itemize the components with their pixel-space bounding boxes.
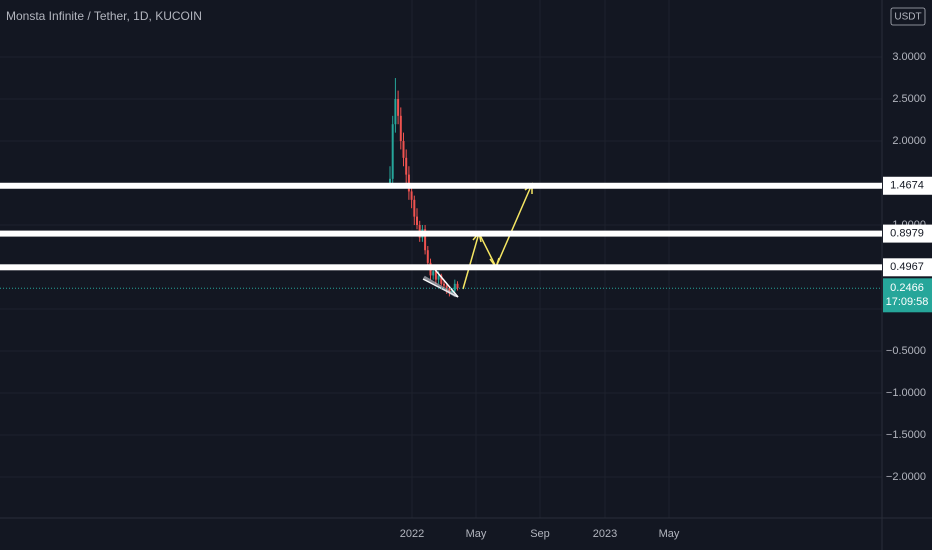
currency: USDT bbox=[894, 12, 921, 23]
candle-body bbox=[410, 191, 413, 200]
level-line bbox=[0, 182, 882, 189]
x-tick-label: May bbox=[659, 528, 680, 540]
triangle-fill bbox=[423, 275, 457, 298]
candle-body bbox=[440, 275, 443, 284]
candle-body bbox=[448, 288, 451, 293]
candle-body bbox=[394, 99, 397, 125]
x-tick-label: 2023 bbox=[593, 528, 617, 540]
y-tick-label: −0.5000 bbox=[886, 345, 926, 357]
candle-body bbox=[397, 99, 400, 116]
candle-body bbox=[453, 283, 456, 291]
y-tick-label: 3.0000 bbox=[892, 51, 926, 63]
projection-path bbox=[462, 183, 533, 290]
level-label-box bbox=[883, 176, 932, 195]
level-label: 0.8979 bbox=[890, 228, 924, 240]
candle-body bbox=[391, 124, 394, 179]
y-tick-label: −1.0000 bbox=[886, 387, 926, 399]
last-price-label: 0.2466 bbox=[890, 282, 924, 294]
candle-body bbox=[413, 199, 416, 217]
candle-body bbox=[443, 283, 445, 286]
level-label-box bbox=[883, 258, 932, 277]
candle-body bbox=[416, 216, 418, 226]
candle-body bbox=[424, 229, 427, 251]
chart-title: Monsta Infinite / Tether, 1D, KUCOIN bbox=[6, 9, 202, 23]
currency-box[interactable] bbox=[890, 7, 926, 26]
y-tick-label: 2.0000 bbox=[892, 135, 926, 147]
level-label: 1.4674 bbox=[890, 180, 924, 192]
candle-body bbox=[389, 178, 391, 184]
countdown: 17:09:58 bbox=[886, 296, 929, 308]
candle-body bbox=[399, 115, 402, 142]
candle-body bbox=[405, 157, 408, 175]
candle-body bbox=[426, 250, 429, 263]
candle-body bbox=[434, 271, 437, 280]
level-label-box bbox=[883, 224, 932, 243]
y-tick-label: −1.5000 bbox=[886, 429, 926, 441]
candle-body bbox=[437, 275, 440, 280]
candle-body bbox=[451, 290, 454, 293]
level-line bbox=[0, 264, 882, 271]
y-tick-label: 2.5000 bbox=[892, 93, 926, 105]
y-tick-label: −2.0000 bbox=[886, 471, 926, 483]
last-price-box bbox=[883, 278, 932, 313]
candle-body bbox=[445, 285, 448, 289]
x-tick-label: May bbox=[466, 528, 487, 540]
candle-body bbox=[402, 141, 405, 158]
candle-body bbox=[432, 271, 435, 276]
x-tick-label: 2022 bbox=[400, 528, 424, 540]
level-label: 0.4967 bbox=[890, 261, 924, 273]
x-tick-label: Sep bbox=[530, 528, 550, 540]
candle-body bbox=[456, 283, 459, 289]
levels: 1.4674 0.8979 0.4967 0.2466 17:09:58 bbox=[0, 176, 932, 313]
level-line bbox=[0, 230, 882, 237]
